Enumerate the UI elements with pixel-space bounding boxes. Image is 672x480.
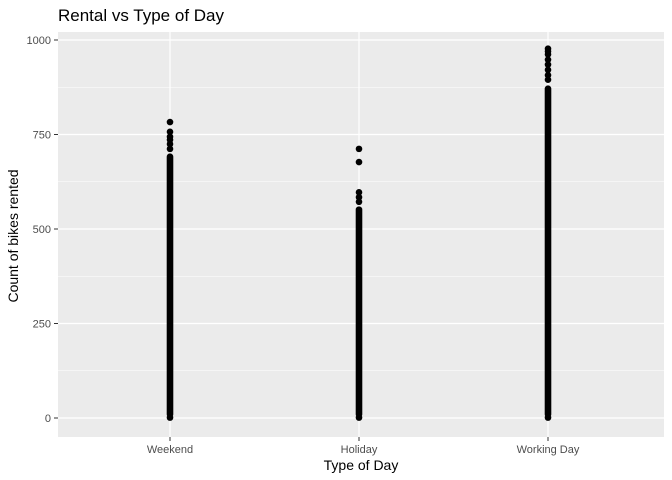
y-tick-label: 250	[33, 319, 51, 331]
series-weekend	[166, 118, 174, 421]
x-tick-label: Working Day	[517, 444, 580, 456]
data-point	[544, 66, 552, 74]
plot-panel	[58, 32, 664, 437]
y-axis: 0 250 500 750 1000	[27, 35, 58, 425]
data-point	[166, 140, 174, 148]
series-holiday	[355, 145, 363, 421]
data-point	[544, 76, 552, 83]
x-tick-label: Weekend	[147, 444, 193, 456]
x-axis: Weekend Holiday Working Day	[147, 437, 580, 456]
y-tick-label: 500	[33, 224, 51, 236]
x-axis-title: Type of Day	[324, 457, 399, 473]
x-tick-label: Holiday	[341, 444, 378, 456]
data-point	[544, 51, 552, 58]
point-column	[166, 153, 174, 418]
data-point	[166, 145, 174, 153]
y-tick-label: 1000	[27, 35, 51, 47]
data-point	[544, 71, 552, 79]
data-point	[355, 189, 363, 196]
data-point	[166, 118, 174, 126]
data-point	[544, 61, 552, 68]
data-points	[166, 45, 552, 421]
data-point	[544, 56, 552, 63]
data-point	[544, 414, 552, 421]
y-tick-label: 750	[33, 130, 51, 142]
point-column	[355, 206, 363, 418]
y-axis-title: Count of bikes rented	[5, 169, 21, 302]
series-working-day	[544, 45, 552, 421]
data-point	[166, 128, 174, 136]
y-tick-label: 0	[45, 413, 51, 425]
data-point	[355, 414, 363, 421]
data-point	[355, 158, 363, 166]
data-point	[355, 193, 363, 201]
chart-title: Rental vs Type of Day	[58, 6, 224, 25]
data-point	[355, 145, 363, 153]
point-column	[544, 85, 552, 418]
data-point	[355, 198, 363, 206]
data-point	[166, 414, 174, 421]
